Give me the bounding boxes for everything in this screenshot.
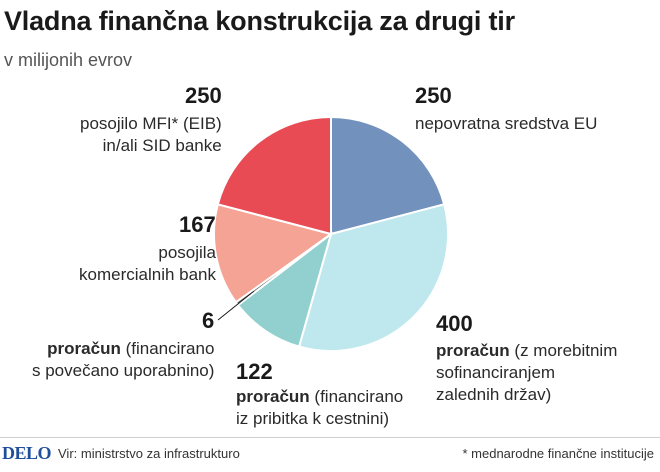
slice-label-3: proračun (financirano iz pribitka k cestn… [236,387,404,428]
pie-slice-6 [216,115,332,236]
pie-slice-1 [330,115,446,236]
slice-value-4: 6 [202,308,215,333]
slice-value-1: 250 [415,83,452,108]
source-note: Vir: ministrstvo za infrastrukturo [58,446,240,461]
pie-slice-3 [236,231,333,348]
pie-slice-2 [297,203,449,352]
chart-title: Vladna finančna konstrukcija za drugi ti… [4,6,515,36]
chart-subtitle: v milijonih evrov [4,50,133,70]
slice-label-4: proračun (financirano s povečano uporabni… [32,339,215,380]
slice-value-2: 400 [436,311,473,336]
slice-label-2: proračun (z morebitnim sofinanciranjem zal… [436,341,618,404]
footer-divider [0,437,660,438]
leader-line [217,290,255,321]
delo-logo: DELO [2,443,52,463]
slice-value-5: 167 [179,212,216,237]
pie-slice-5 [213,203,334,304]
slice-value-3: 122 [236,359,273,384]
slice-value-6: 250 [185,83,222,108]
slice-label-6: posojilo MFI* (EIB) in/ali SID banke [80,114,222,155]
slice-label-1: nepovratna sredstva EU [415,114,598,133]
pie-chart [213,115,449,352]
slice-label-5: posojila komercialnih bank [79,243,217,284]
footnote: * mednarodne finančne institucije [462,446,654,461]
